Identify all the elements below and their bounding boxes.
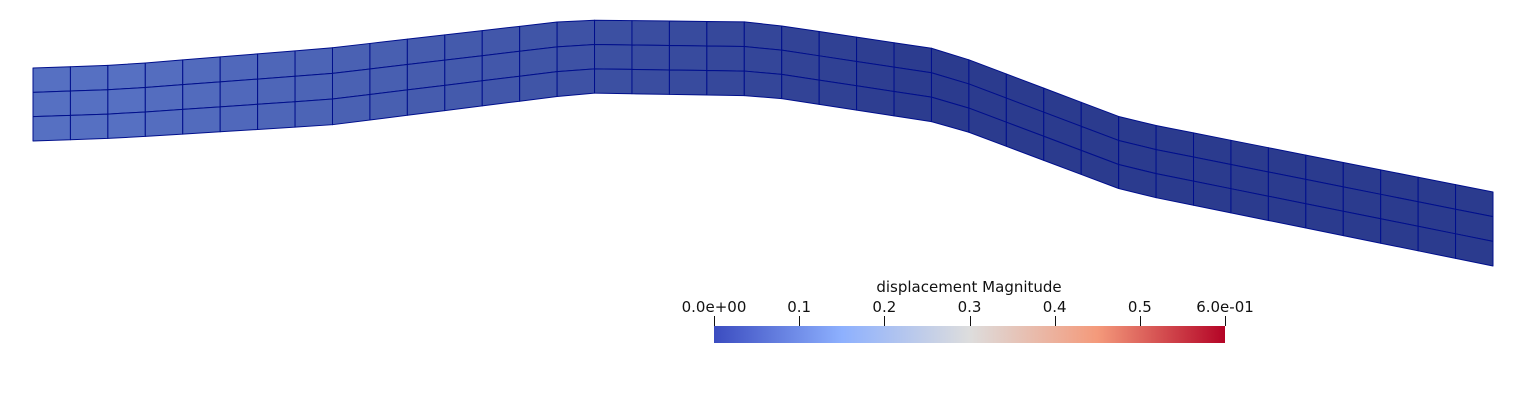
colorbar-tick-mark	[714, 316, 715, 326]
mesh-cell	[69, 64, 109, 92]
mesh-cell	[594, 68, 633, 95]
mesh-cell	[331, 42, 371, 74]
mesh-cell	[107, 86, 146, 115]
mesh-cell	[182, 106, 221, 135]
mesh-cell	[556, 19, 596, 48]
mesh-cell	[257, 75, 296, 105]
mesh-cell	[369, 38, 408, 70]
mesh-cell	[107, 62, 146, 91]
mesh-cell	[556, 68, 596, 98]
mesh-cell	[444, 30, 483, 61]
mesh-cell	[743, 45, 783, 75]
colorbar-tick-label: 6.0e-01	[1196, 298, 1254, 316]
colorbar-tick-label: 0.0e+00	[681, 298, 747, 316]
mesh-cell	[32, 66, 71, 93]
mesh-cell	[668, 20, 708, 47]
mesh-cell	[519, 21, 558, 52]
mesh-cell	[69, 89, 109, 116]
colorbar-gradient	[714, 326, 1225, 343]
mesh-cell	[257, 50, 296, 80]
deformed-beam-mesh	[32, 19, 1494, 267]
mesh-cell	[631, 68, 670, 95]
mesh-cell	[257, 101, 296, 130]
mesh-cell	[481, 25, 521, 57]
colorbar-tick-label: 0.4	[1042, 298, 1067, 316]
mesh-cell	[556, 44, 596, 73]
mesh-cell	[1455, 233, 1494, 267]
colorbar-tick-mark	[1225, 316, 1226, 326]
mesh-cell	[219, 78, 259, 108]
mesh-cell	[444, 55, 483, 86]
mesh-cell	[519, 71, 558, 102]
mesh-cell	[631, 20, 670, 47]
mesh-cell	[519, 46, 558, 77]
mesh-cell	[144, 108, 184, 137]
mesh-cell	[144, 84, 184, 113]
mesh-cell	[294, 72, 333, 103]
mesh-cell	[182, 81, 221, 110]
mesh-cell	[481, 50, 521, 82]
mesh-cell	[294, 98, 333, 128]
colorbar-tick-label: 0.3	[957, 298, 982, 316]
mesh-cell	[893, 90, 932, 123]
mesh-cell	[219, 103, 259, 133]
mesh-cell	[406, 59, 446, 91]
mesh-cell	[856, 85, 895, 117]
colorbar-tick-label: 0.5	[1127, 298, 1152, 316]
mesh-cell	[182, 56, 221, 86]
mesh-cell	[743, 21, 783, 51]
mesh-cell	[818, 79, 858, 111]
mesh-cell	[406, 34, 446, 66]
colorbar-tick-mark	[799, 316, 800, 326]
mesh-cell	[706, 70, 745, 97]
mesh-cell	[331, 93, 371, 126]
mesh-cell	[781, 73, 820, 105]
colorbar-tick-mark	[884, 316, 885, 326]
mesh-cell	[144, 59, 184, 88]
mesh-cell	[594, 44, 633, 70]
mesh-cell	[743, 70, 783, 100]
mesh-cell	[69, 113, 109, 141]
mesh-cell	[294, 47, 333, 77]
mesh-cell	[32, 90, 71, 118]
colorbar-tick-label: 0.1	[787, 298, 812, 316]
mesh-cell	[32, 114, 71, 142]
colorbar-tick-mark	[1140, 316, 1141, 326]
mesh-cell	[369, 64, 408, 95]
mesh-cell	[331, 68, 371, 100]
mesh-cell	[668, 69, 708, 96]
mesh-cell	[444, 80, 483, 112]
colorbar-tick-label: 0.2	[872, 298, 897, 316]
mesh-cell	[481, 75, 521, 107]
mesh-cell	[107, 111, 146, 139]
mesh-cell	[631, 44, 670, 71]
mesh-cell	[219, 53, 259, 83]
mesh-cell	[706, 20, 745, 47]
mesh-cell	[369, 89, 408, 121]
mesh-cell	[668, 45, 708, 72]
mesh-cell	[594, 19, 633, 46]
colorbar-title: displacement Magnitude	[876, 278, 1062, 296]
colorbar-tick-mark	[1055, 316, 1056, 326]
mesh-cell	[706, 45, 745, 72]
colorbar-tick-mark	[970, 316, 971, 326]
mesh-cell	[406, 84, 446, 116]
